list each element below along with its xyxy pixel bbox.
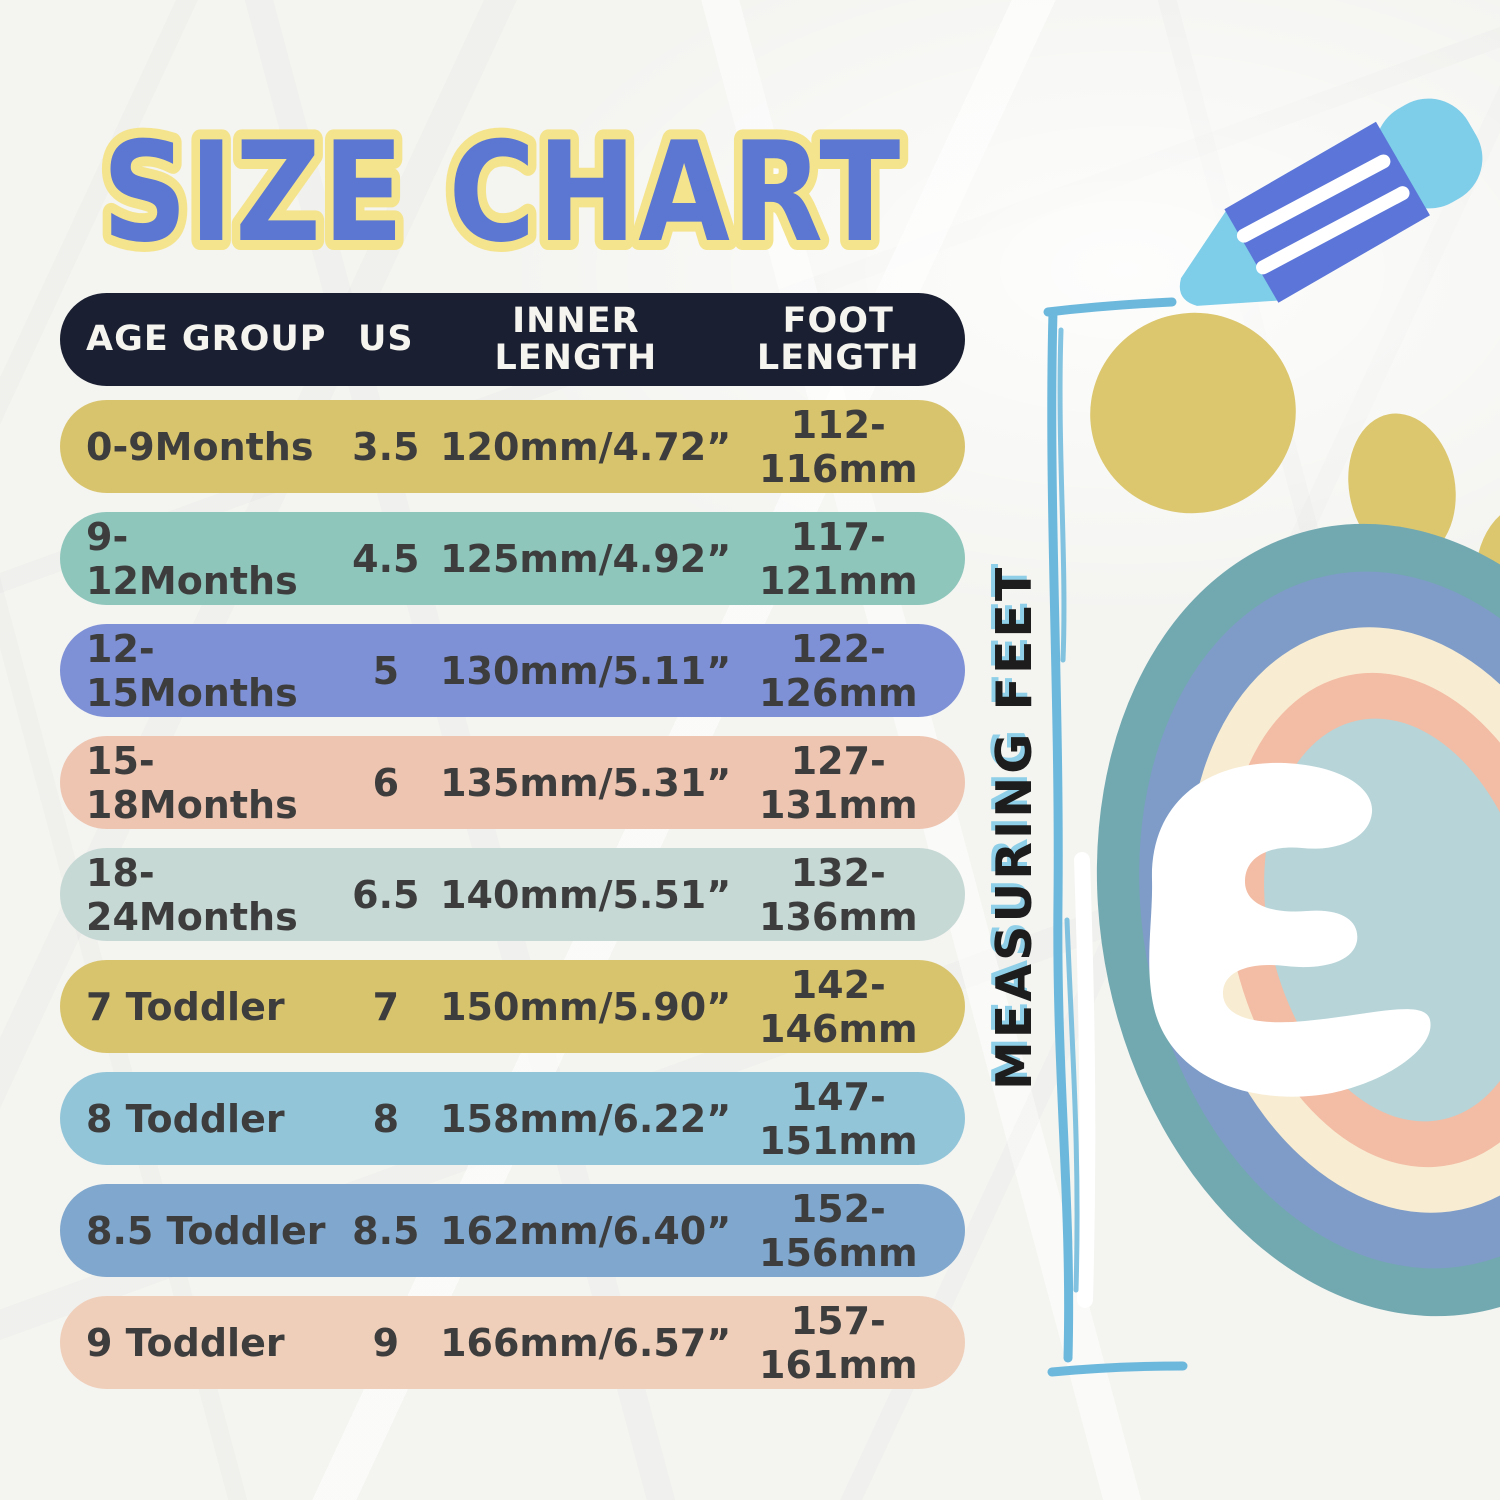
cell-foot-length: 132-136mm [759,850,918,939]
footprint-icon [1090,312,1500,1317]
cell-age-group: 9-12Months [86,514,298,603]
cell-us-size: 7 [372,984,400,1029]
table-row: 18-24Months 6.5 140mm/5.51” 132-136mm [60,848,965,941]
cell-foot-length: 117-121mm [759,514,918,603]
cell-inner-length: 158mm/6.22” [440,1096,732,1141]
pencil-stripe [1256,186,1410,275]
footprint-toe [1348,413,1456,561]
cell-inner-length: 130mm/5.11” [440,648,732,693]
cell-inner-length: 162mm/6.40” [440,1208,732,1253]
pencil-icon [1179,98,1483,306]
table-header-row: AGE GROUP US INNER LENGTH FOOT LENGTH [60,293,965,386]
table-row: 15-18Months 6 135mm/5.31” 127-131mm [60,736,965,829]
cell-age-group: 9 Toddler [86,1320,285,1365]
cell-inner-length: 140mm/5.51” [440,872,732,917]
table-row: 7 Toddler 7 150mm/5.90” 142-146mm [60,960,965,1053]
measuring-line-sketch [1057,327,1067,663]
table-row: 9 Toddler 9 166mm/6.57” 157-161mm [60,1296,965,1389]
cell-us-size: 8.5 [352,1208,420,1253]
cell-inner-length: 166mm/6.57” [440,1320,732,1365]
size-table: AGE GROUP US INNER LENGTH FOOT LENGTH 0-… [60,293,965,1408]
cell-foot-length: 147-151mm [759,1074,918,1163]
measuring-line-vertical [1047,307,1074,1363]
cell-us-size: 6 [372,760,400,805]
cell-inner-length: 150mm/5.90” [440,984,732,1029]
cell-foot-length: 122-126mm [759,626,918,715]
cell-age-group: 18-24Months [86,850,298,939]
cell-inner-length: 120mm/4.72” [440,424,732,469]
measuring-line-top-tick [1043,297,1177,317]
page-title-text: SIZE CHART [102,112,902,273]
pencil-stripe [1236,154,1391,243]
table-row: 8 Toddler 8 158mm/6.22” 147-151mm [60,1072,965,1165]
cell-foot-length: 142-146mm [759,962,918,1051]
cell-age-group: 8 Toddler [86,1096,285,1141]
measuring-line-sketch [1064,917,1080,1293]
column-header-inner-length: INNER LENGTH [494,300,658,378]
page-title: SIZE CHART [92,102,910,277]
cell-inner-length: 135mm/5.31” [440,760,732,805]
measuring-line [1043,297,1188,1377]
cell-us-size: 9 [372,1320,400,1365]
column-header-foot-length: FOOT LENGTH [756,300,920,378]
sole-white-blob [1149,762,1431,1097]
table-row: 9-12Months 4.5 125mm/4.92” 117-121mm [60,512,965,605]
cell-age-group: 12-15Months [86,626,298,715]
table-row: 0-9Months 3.5 120mm/4.72” 112-116mm [60,400,965,493]
cell-foot-length: 112-116mm [759,402,918,491]
measuring-line-chalk-gap [1074,852,1096,1308]
pencil-tip [1179,206,1283,306]
cell-age-group: 15-18Months [86,738,298,827]
cell-us-size: 4.5 [352,536,420,581]
cell-us-size: 3.5 [352,424,420,469]
measuring-line-bottom-tick [1047,1361,1188,1377]
cell-inner-length: 125mm/4.92” [440,536,732,581]
table-row: 8.5 Toddler 8.5 162mm/6.40” 152-156mm [60,1184,965,1277]
cell-us-size: 5 [372,648,400,693]
cell-age-group: 8.5 Toddler [86,1208,326,1253]
cell-us-size: 8 [372,1096,400,1141]
cell-us-size: 6.5 [352,872,420,917]
footprint-big-toe [1090,312,1296,514]
column-header-age-group: AGE GROUP [86,319,327,360]
cell-age-group: 7 Toddler [86,984,285,1029]
cell-foot-length: 127-131mm [759,738,918,827]
column-header-us: US [357,319,414,360]
cell-foot-length: 157-161mm [759,1298,918,1387]
cell-age-group: 0-9Months [86,424,314,469]
table-row: 12-15Months 5 130mm/5.11” 122-126mm [60,624,965,717]
cell-foot-length: 152-156mm [759,1186,918,1275]
